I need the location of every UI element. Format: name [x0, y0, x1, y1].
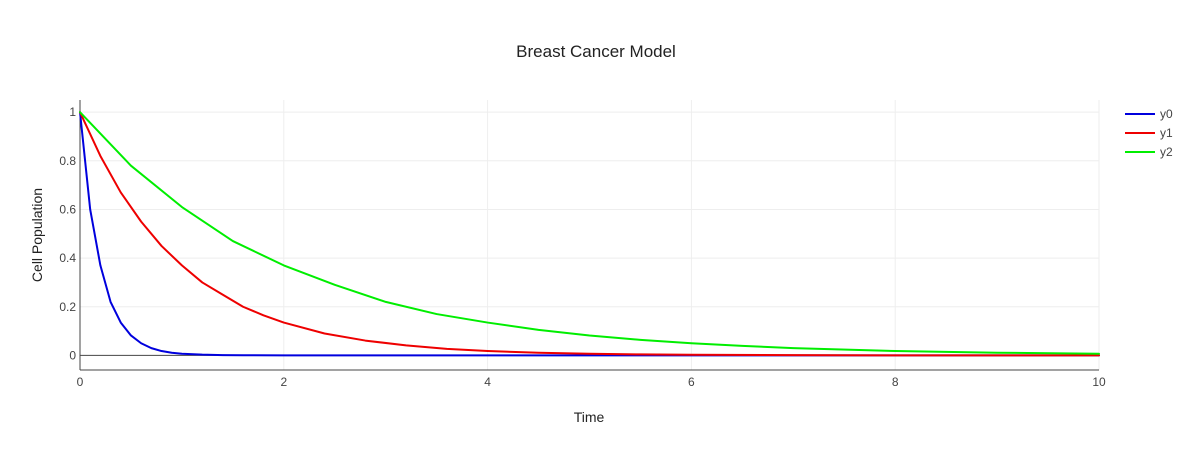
grid-lines	[80, 100, 1100, 370]
y-tick-label: 0.6	[59, 202, 76, 216]
x-tick-label: 4	[484, 375, 491, 389]
axes	[79, 100, 1099, 371]
x-tick-label: 0	[77, 375, 84, 389]
y-tick-label: 0.4	[59, 251, 76, 265]
y-tick-label: 0.2	[59, 300, 76, 314]
series-lines	[79, 111, 1100, 357]
y-axis-title: Cell Population	[29, 188, 45, 282]
series-line-y2	[79, 111, 1100, 355]
series-line-y0	[79, 111, 1100, 357]
x-tick-label: 2	[280, 375, 287, 389]
x-tick-label: 6	[688, 375, 695, 389]
legend-label-y0: y0	[1160, 107, 1173, 121]
y-tick-label: 1	[69, 105, 76, 119]
legend-label-y1: y1	[1160, 126, 1173, 140]
tick-labels: 0 2 4 6 8 10 0 0.2 0.4 0.6 0.8 1	[59, 105, 1106, 389]
x-axis-title: Time	[574, 409, 605, 425]
chart-title: Breast Cancer Model	[516, 42, 676, 61]
y-tick-label: 0	[69, 348, 76, 362]
x-tick-label: 10	[1092, 375, 1106, 389]
y-tick-label: 0.8	[59, 154, 76, 168]
legend: y0 y1 y2	[1125, 107, 1173, 159]
legend-label-y2: y2	[1160, 145, 1173, 159]
x-tick-label: 8	[892, 375, 899, 389]
series-line-y1	[79, 111, 1100, 357]
